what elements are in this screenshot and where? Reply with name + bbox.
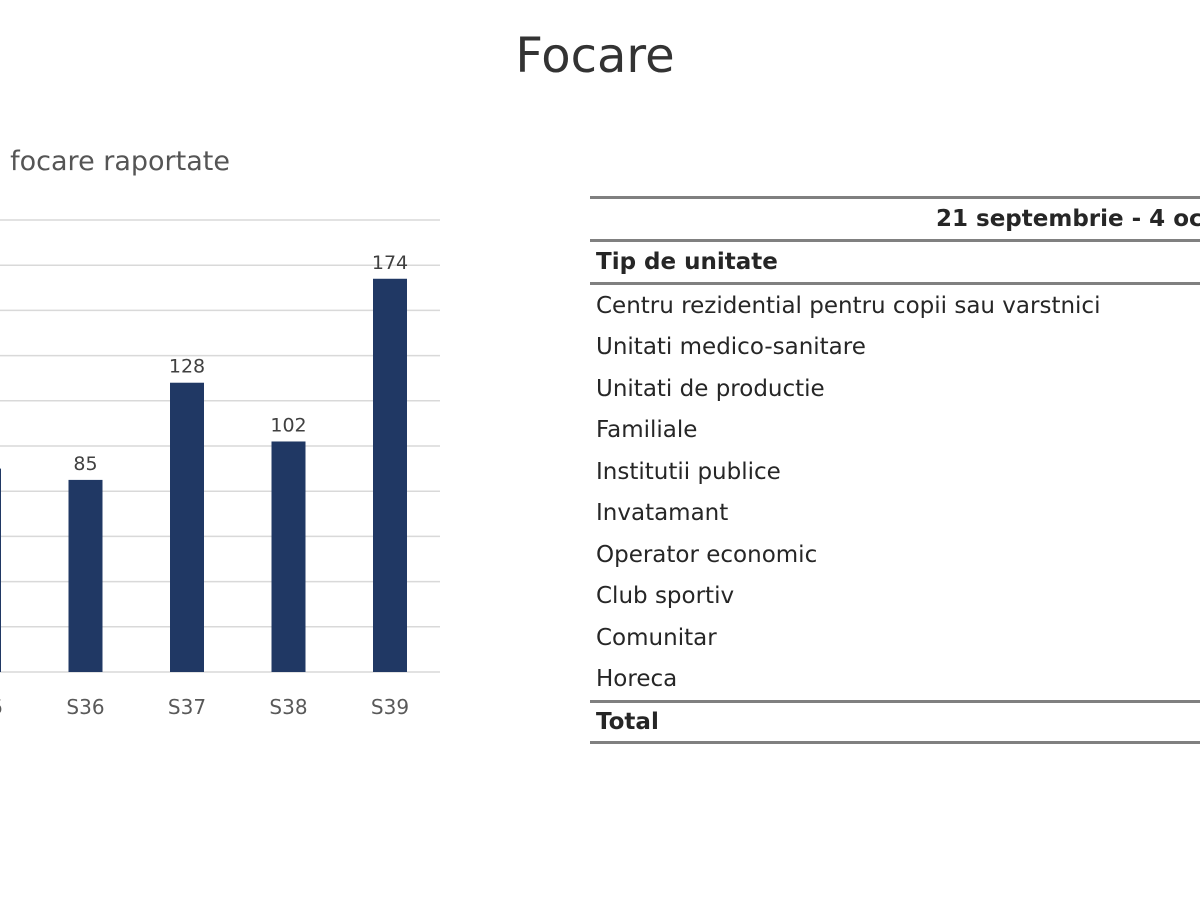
chart-bars [0,279,407,672]
data-label-s38: 102 [270,414,306,436]
row-label: Comunitar [590,617,1200,659]
row-label: Familiale [590,410,1200,452]
table-row: Centru rezidential pentru copii sau vars… [590,284,1200,327]
bar-chart: 9085128102174 S35S36S37S38S39 [0,180,460,740]
bar-s35 [0,469,1,672]
data-label-s39: 174 [372,252,408,274]
row-label: Unitati medico-sanitare [590,327,1200,369]
x-tick-s39: S39 [371,695,409,719]
row-label: Unitati de productie [590,368,1200,410]
row-label: Invatamant [590,493,1200,535]
table-row: Familiale [590,410,1200,452]
focare-table-container: 21 septembrie - 4 oc Tip de unitate Cent… [590,196,1200,744]
period-header: 21 septembrie - 4 oc [590,198,1200,241]
table-row: Comunitar [590,617,1200,659]
row-label: Centru rezidential pentru copii sau vars… [590,284,1200,327]
total-row: Total [590,702,1200,743]
row-label: Institutii publice [590,451,1200,493]
focare-table: 21 septembrie - 4 oc Tip de unitate Cent… [590,196,1200,744]
x-tick-s37: S37 [168,695,206,719]
chart-title: focare raportate [0,146,230,177]
row-label: Operator economic [590,534,1200,576]
bar-s39 [373,279,407,672]
table-row: Horeca [590,659,1200,702]
bar-s37 [170,383,204,672]
bar-s38 [272,441,306,672]
x-tick-s35: S35 [0,695,3,719]
period-header-row: 21 septembrie - 4 oc [590,198,1200,241]
bar-s36 [69,480,103,672]
table-row: Unitati de productie [590,368,1200,410]
page-title: Focare [0,28,1190,84]
table-row: Club sportiv [590,576,1200,618]
table-row: Invatamant [590,493,1200,535]
table-row: Operator economic [590,534,1200,576]
row-label: Horeca [590,659,1200,702]
table-row: Institutii publice [590,451,1200,493]
column-header-row: Tip de unitate [590,241,1200,284]
x-tick-s38: S38 [269,695,307,719]
table-row: Unitati medico-sanitare [590,327,1200,369]
row-label: Club sportiv [590,576,1200,618]
column-header-tip-unitate: Tip de unitate [590,241,1200,284]
chart-x-axis: S35 S36 S37 S38 S39 [0,695,409,719]
total-label: Total [590,702,1200,743]
data-label-s36: 85 [73,453,97,475]
x-tick-s36: S36 [66,695,104,719]
data-label-s37: 128 [169,356,205,378]
chart-data-labels: 9085128102174 [0,252,408,475]
